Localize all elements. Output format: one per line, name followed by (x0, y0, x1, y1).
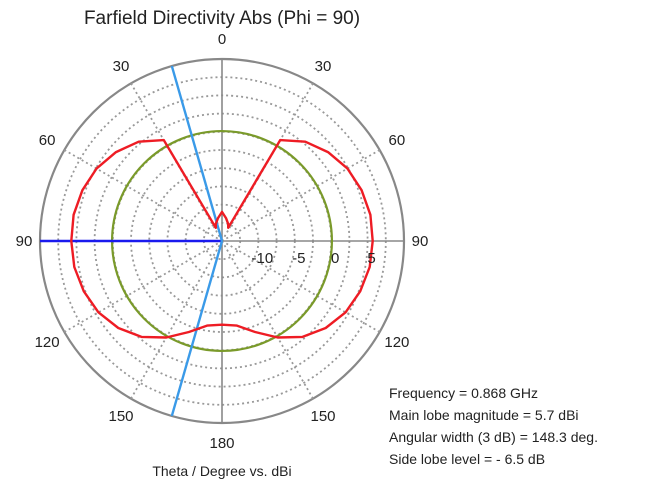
angle-tick-label: 30 (315, 58, 332, 75)
info-side-lobe: Side lobe level = - 6.5 dB (389, 451, 546, 467)
grid-spoke (221, 240, 381, 333)
marker-line-layer (40, 65, 224, 417)
chart-title: Farfield Directivity Abs (Phi = 90) (83, 8, 361, 29)
angle-tick-label: 120 (384, 334, 409, 351)
angle-tick-label: 0 (218, 31, 226, 48)
grid-spoke (63, 240, 223, 333)
angle-tick-label: 150 (310, 408, 335, 425)
angle-tick-label: 120 (35, 334, 60, 351)
info-frequency: Frequency = 0.868 GHz (389, 385, 539, 401)
info-main-lobe: Main lobe magnitude = 5.7 dBi (389, 407, 579, 423)
x-axis-label: Theta / Degree vs. dBi (152, 463, 292, 479)
grid-spoke (221, 240, 314, 400)
angle-tick-label: 30 (113, 58, 130, 75)
angle-tick-label: 90 (16, 233, 33, 250)
radial-tick-label: -10 (252, 250, 274, 267)
info-angular-width: Angular width (3 dB) = 148.3 deg. (389, 429, 598, 445)
info-box: Frequency = 0.868 GHz Main lobe magnitud… (389, 382, 598, 470)
angle-tick-label: 60 (389, 132, 406, 149)
radial-tick-label: 5 (367, 250, 375, 267)
angle-tick-label: 60 (39, 132, 56, 149)
angle-tick-label: 90 (412, 233, 429, 250)
angle-label-layer: 0 30 30 60 60 90 90 120 120 150 150 180 (16, 31, 429, 452)
series-layer (70, 138, 374, 339)
radial-tick-label: 0 (331, 250, 339, 267)
grid-spoke (130, 240, 223, 400)
grid-spoke (63, 149, 223, 242)
radial-label-layer: -10 -5 0 5 (252, 250, 376, 267)
angle-tick-label: 150 (108, 408, 133, 425)
marker-line (170, 65, 224, 242)
grid-spoke (221, 149, 381, 242)
angle-tick-label: 180 (209, 435, 234, 452)
radial-tick-label: -5 (292, 250, 305, 267)
